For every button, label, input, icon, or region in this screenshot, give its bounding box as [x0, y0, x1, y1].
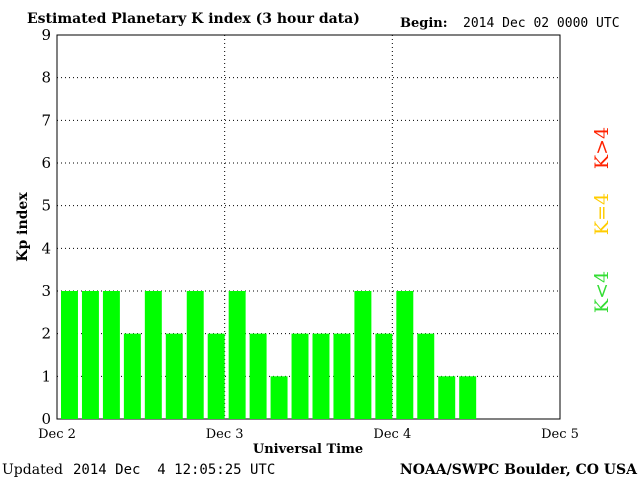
updated-label: Updated	[2, 462, 63, 478]
kp-bar	[438, 376, 456, 419]
kp-bar	[396, 291, 414, 419]
kp-bar	[291, 333, 309, 419]
y-tick-label: 2	[41, 325, 51, 343]
horizontal-gridlines	[57, 77, 560, 377]
kp-bars	[61, 291, 477, 419]
kp-bar	[144, 291, 162, 419]
kp-bar	[459, 376, 477, 419]
kp-bar	[186, 291, 204, 419]
legend-k-less-4: K<4	[591, 271, 613, 313]
y-tick-label: 4	[41, 239, 51, 257]
y-tick-label: 7	[41, 111, 51, 129]
chart-title: Estimated Planetary K index (3 hour data…	[27, 11, 360, 27]
source-credit: NOAA/SWPC Boulder, CO USA	[400, 462, 638, 478]
kp-bar	[375, 333, 393, 419]
kp-bar	[102, 291, 120, 419]
y-tick-label: 5	[41, 197, 51, 215]
kp-bar	[81, 291, 99, 419]
kp-bar	[61, 291, 78, 419]
updated-value: 2014 Dec 4 12:05:25 UTC	[73, 462, 275, 478]
y-axis-label: Kp index	[15, 192, 31, 262]
kp-bar	[123, 333, 141, 419]
y-tick-label: 6	[41, 154, 51, 172]
kp-bar	[270, 376, 288, 419]
x-tick-label: Dec 2	[38, 427, 76, 442]
y-tick-label: 3	[41, 282, 51, 300]
legend-k-equal-4: K=4	[591, 193, 613, 235]
x-tick-labels: Dec 2 Dec 3 Dec 4 Dec 5	[38, 427, 579, 442]
legend-k-greater-4: K>4	[591, 127, 613, 169]
kp-bar	[228, 291, 246, 419]
begin-value: 2014 Dec 02 0000 UTC	[463, 16, 620, 31]
kp-bar	[312, 333, 330, 419]
y-tick-labels: 0 1 2 3 4 5 6 7 8 9	[41, 26, 51, 428]
y-tick-label: 0	[41, 410, 51, 428]
y-tick-label: 8	[41, 69, 51, 87]
y-tick-label: 9	[41, 26, 51, 44]
x-tick-label: Dec 5	[541, 427, 579, 442]
x-tick-label: Dec 4	[373, 427, 411, 442]
x-axis-label: Universal Time	[253, 442, 363, 457]
kp-bar	[249, 333, 267, 419]
kp-bar	[333, 333, 351, 419]
y-tick-label: 1	[41, 367, 51, 385]
begin-label: Begin:	[400, 16, 448, 31]
kp-bar	[417, 333, 435, 419]
kp-bar	[165, 333, 183, 419]
x-tick-label: Dec 3	[206, 427, 244, 442]
kp-bar	[354, 291, 372, 419]
kp-bar	[207, 333, 225, 419]
